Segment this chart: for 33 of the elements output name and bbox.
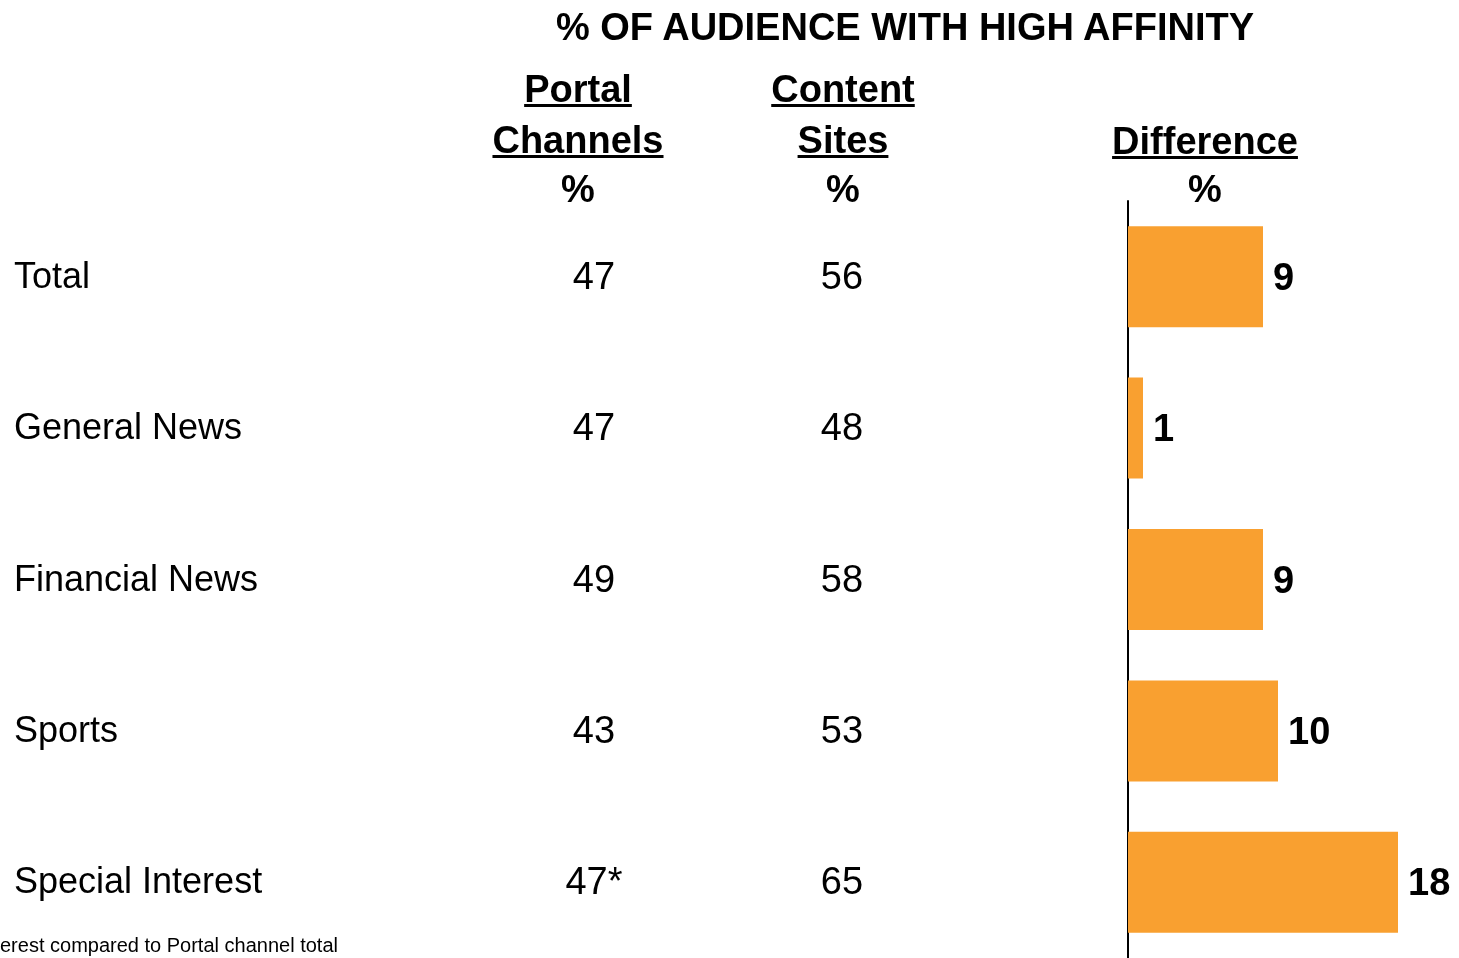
- data-label: 47*: [564, 860, 624, 904]
- bar: [1128, 529, 1263, 630]
- category-label: Sports: [14, 708, 119, 751]
- data-label: 10: [1288, 709, 1331, 752]
- category-label: Special Interest: [14, 860, 263, 903]
- bar: [1128, 377, 1143, 479]
- category-label: General News: [14, 406, 243, 449]
- text: %: [560, 168, 596, 211]
- bar: [1128, 831, 1398, 933]
- data-label: 1: [1153, 407, 1175, 450]
- data-label: 18: [1408, 861, 1451, 904]
- bar: [1128, 226, 1263, 328]
- data-label: 65: [819, 860, 865, 904]
- data-label: 56: [819, 254, 865, 298]
- x-axis-title: %: [1187, 168, 1223, 211]
- chart-title: Difference: [1111, 119, 1299, 164]
- data-label: 47: [571, 254, 617, 298]
- data-label: 43: [571, 708, 617, 752]
- text: erest compared to Portal channel total: [0, 934, 338, 957]
- data-label: 58: [819, 557, 865, 601]
- text: Content Sites: [770, 67, 916, 163]
- text: Portal Channels: [491, 67, 665, 163]
- text: % OF AUDIENCE WITH HIGH AFFINITY: [554, 6, 1255, 49]
- category-label: Financial News: [14, 557, 259, 600]
- text: %: [825, 168, 861, 211]
- data-label: 9: [1273, 255, 1295, 298]
- data-label: 48: [819, 406, 865, 450]
- data-label: 9: [1273, 558, 1295, 601]
- data-label: 47: [571, 406, 617, 450]
- data-label: 53: [819, 708, 865, 752]
- data-label: 49: [571, 557, 617, 601]
- bar: [1128, 680, 1278, 782]
- category-label: Total: [14, 254, 91, 297]
